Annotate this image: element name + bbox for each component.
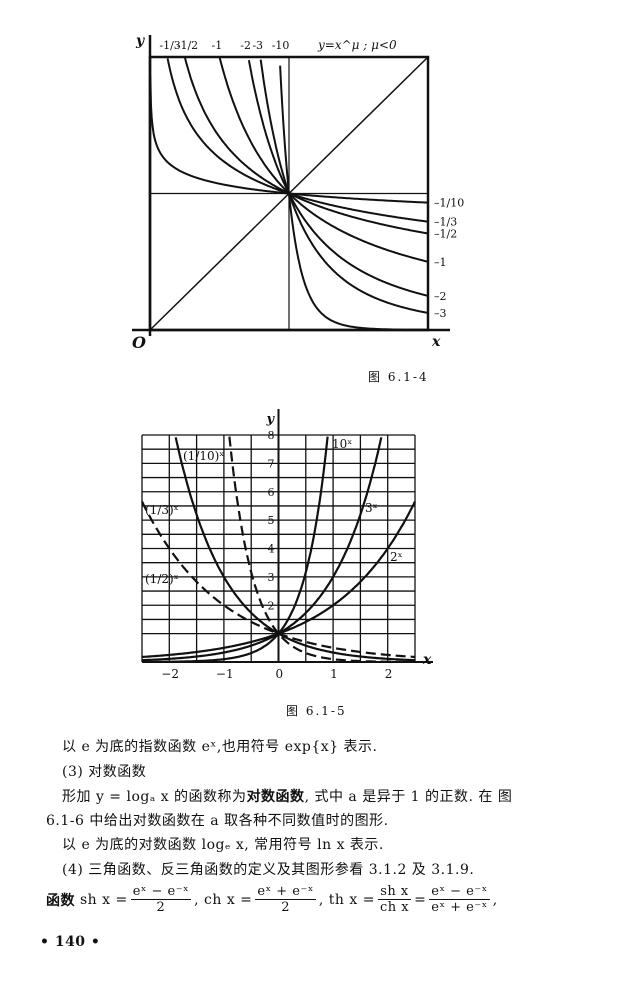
th2-fraction: eˣ − e⁻ˣ eˣ + e⁻ˣ	[429, 884, 490, 915]
origin-label: O	[132, 333, 146, 352]
y-axis-label: y	[135, 33, 145, 49]
curve-(1/3)^x	[174, 437, 416, 662]
ch-fraction: eˣ + e⁻ˣ 2	[255, 884, 316, 915]
text-line-fig-ref: 6.1-6 中给出对数函数在 a 取各种不同数值时的图形.	[46, 813, 389, 829]
x-tick-label: 2	[385, 667, 393, 681]
right-curve-label: –3	[434, 307, 447, 320]
hyperbolic-formula: 函数 sh x = eˣ − e⁻ˣ 2 , ch x = eˣ + e⁻ˣ 2 ,…	[46, 884, 498, 915]
x-tick-label: 0	[276, 667, 284, 681]
curve-x-power--1/3	[166, 58, 429, 223]
y-tick-label: 3	[268, 571, 275, 584]
text-line-log-def: 形加 y = logₐ x 的函数称为对数函数, 式中 a 是异于 1 的正数.…	[62, 786, 512, 806]
text-span: 形加 y = logₐ x 的函数称为	[62, 789, 247, 805]
top-curve-label: -2	[240, 39, 251, 52]
bold-term: 对数函数	[246, 789, 305, 805]
page-number: • 140 •	[40, 934, 101, 950]
right-curve-label: –1/3	[434, 216, 457, 229]
figure-caption-6-1-4: 图 6.1-4	[368, 370, 429, 384]
y-tick-label: 2	[268, 599, 275, 612]
numerator: sh x	[378, 884, 411, 900]
top-curve-label: -1/2	[177, 39, 198, 52]
curve-x-power--2	[247, 60, 429, 297]
equals: =	[414, 891, 427, 908]
numerator: eˣ + e⁻ˣ	[255, 884, 316, 900]
curve-x-power--10	[279, 65, 428, 331]
numerator: eˣ − e⁻ˣ	[429, 884, 490, 900]
series-label: (1/3)ˣ	[145, 503, 179, 517]
sh-fraction: eˣ − e⁻ˣ 2	[130, 884, 192, 915]
series-label: 10ˣ	[332, 437, 352, 451]
formula-end: ,	[492, 891, 498, 908]
right-curve-label: –2	[434, 290, 447, 303]
curve-3^x	[141, 437, 383, 662]
right-curve-label: –1/10	[434, 197, 464, 210]
top-curve-label: -1/3	[159, 39, 180, 52]
y-tick-label: 6	[268, 486, 275, 499]
x-tick-label: −1	[216, 667, 234, 681]
text-span: , 式中 a 是异于 1 的正数. 在 图	[304, 789, 513, 805]
numerator: eˣ − e⁻ˣ	[130, 884, 192, 900]
text-line-ln: 以 e 为底的对数函数 logₑ x, 常用符号 ln x 表示.	[62, 837, 384, 853]
ch-label: , ch x =	[194, 891, 253, 908]
curve-x-power--1/2	[184, 57, 429, 235]
curve-x-power--1	[218, 57, 429, 263]
curve-10^x	[142, 436, 329, 663]
top-curve-label: -10	[272, 39, 290, 52]
x-tick-label: 1	[330, 667, 338, 681]
right-curve-label: –1	[434, 256, 447, 269]
text-line-trig: (4) 三角函数、反三角函数的定义及其图形参看 3.1.2 及 3.1.9.	[62, 862, 475, 878]
sh-label: sh x =	[79, 891, 128, 908]
series-label: 2ˣ	[390, 550, 403, 564]
curve-x-power--3	[259, 59, 429, 314]
right-curve-label: –1/2	[434, 227, 457, 240]
curve-(1/2)^x	[141, 501, 416, 659]
x-axis-label: x	[431, 334, 441, 350]
y-tick-label: 8	[268, 429, 275, 442]
x-tick-label: −2	[161, 667, 179, 681]
denominator: ch x	[379, 900, 410, 915]
curve-(1/10)^x	[228, 436, 415, 663]
power-function-chart: -1/3-1/2 -1 -2 -3 -10 –1/10 –1/3–1/2 –1 –2 –3 y=x^…	[132, 33, 464, 352]
th-fraction: sh x ch x	[378, 884, 411, 915]
y-tick-label: 5	[268, 514, 275, 527]
series-label: (1/2)ˣ	[145, 572, 179, 586]
denominator: 2	[156, 900, 166, 915]
th-label: , th x =	[318, 891, 375, 908]
x-axis-label: x	[422, 652, 432, 668]
y-axis-label: y	[266, 412, 276, 427]
y-tick-label: 4	[268, 543, 275, 556]
denominator: eˣ + e⁻ˣ	[431, 900, 488, 915]
formula-lead: 函数	[46, 892, 75, 909]
text-line-log-heading: (3) 对数函数	[62, 764, 147, 780]
series-label: (1/10)ˣ	[183, 449, 224, 463]
denominator: 2	[281, 900, 291, 915]
top-curve-label: -1	[212, 39, 223, 52]
y-tick-label: 7	[268, 457, 275, 470]
exponential-function-chart: 10ˣ 3ˣ 2ˣ (1/10)ˣ (1/3)ˣ (1/2)ˣ −2 −1 0 1 2 2 3 4 5 6 7 8…	[141, 409, 433, 681]
top-curve-label: -3	[252, 39, 263, 52]
figure-caption-6-1-5: 图 6.1-5	[286, 704, 347, 718]
text-line-exp: 以 e 为底的指数函数 eˣ,也用符号 exp{x} 表示.	[62, 739, 378, 755]
chart-title: y=x^μ ; μ<0	[317, 38, 397, 52]
series-label: 3ˣ	[365, 501, 378, 515]
